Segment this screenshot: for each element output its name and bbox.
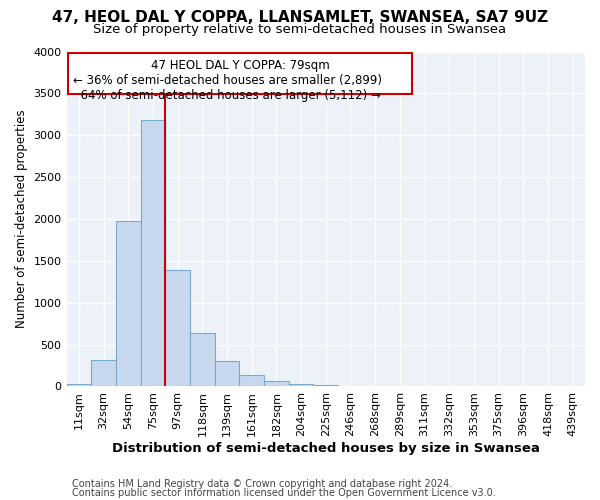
- Bar: [165, 270, 190, 386]
- Bar: [239, 374, 264, 386]
- Bar: [215, 362, 239, 386]
- Text: ← 36% of semi-detached houses are smaller (2,899): ← 36% of semi-detached houses are smalle…: [73, 74, 382, 87]
- Y-axis label: Number of semi-detached properties: Number of semi-detached properties: [15, 110, 28, 328]
- Bar: [289, 384, 313, 386]
- Text: 47 HEOL DAL Y COPPA: 79sqm: 47 HEOL DAL Y COPPA: 79sqm: [151, 59, 329, 72]
- Bar: [116, 222, 140, 386]
- X-axis label: Distribution of semi-detached houses by size in Swansea: Distribution of semi-detached houses by …: [112, 442, 540, 455]
- Bar: [91, 360, 116, 386]
- Text: Size of property relative to semi-detached houses in Swansea: Size of property relative to semi-detach…: [94, 22, 506, 36]
- Text: 47, HEOL DAL Y COPPA, LLANSAMLET, SWANSEA, SA7 9UZ: 47, HEOL DAL Y COPPA, LLANSAMLET, SWANSE…: [52, 10, 548, 25]
- Text: 64% of semi-detached houses are larger (5,112) →: 64% of semi-detached houses are larger (…: [73, 89, 380, 102]
- Text: Contains HM Land Registry data © Crown copyright and database right 2024.: Contains HM Land Registry data © Crown c…: [72, 479, 452, 489]
- Text: Contains public sector information licensed under the Open Government Licence v3: Contains public sector information licen…: [72, 488, 496, 498]
- Bar: [190, 333, 215, 386]
- Bar: [264, 380, 289, 386]
- Bar: [313, 385, 338, 386]
- Bar: [140, 120, 165, 386]
- Bar: [67, 384, 91, 386]
- Bar: [68, 53, 412, 94]
